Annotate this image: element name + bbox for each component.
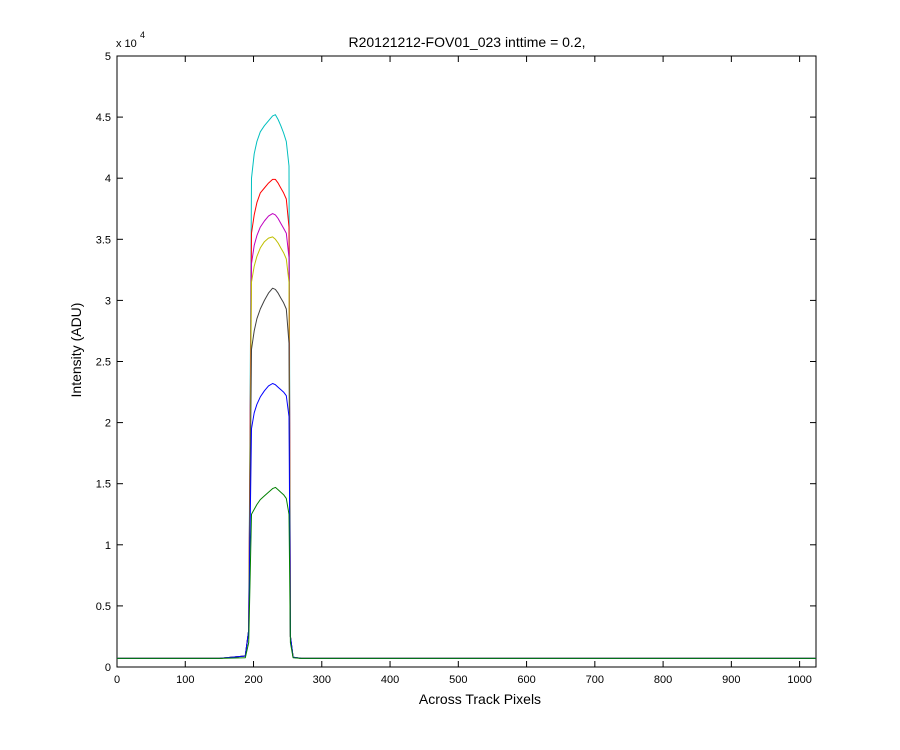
series-line xyxy=(117,486,816,659)
x-tick-label: 100 xyxy=(176,674,194,686)
series-line xyxy=(117,383,816,659)
y-exponent-label: x 10 xyxy=(116,38,137,50)
chart-title: R20121212-FOV01_023 inttime = 0.2, xyxy=(349,34,586,50)
x-tick-label: 0 xyxy=(114,674,120,686)
x-tick-label: 400 xyxy=(381,674,399,686)
x-tick-label: 900 xyxy=(722,674,740,686)
x-tick-label: 500 xyxy=(449,674,467,686)
x-tick-label: 300 xyxy=(313,674,331,686)
y-tick-label: 2 xyxy=(105,418,111,430)
y-tick-label: 5 xyxy=(105,51,111,63)
x-tick-label: 700 xyxy=(586,674,604,686)
y-tick-label: 4.5 xyxy=(96,112,111,124)
x-tick-label: 800 xyxy=(654,674,672,686)
y-tick-label: 0 xyxy=(105,662,111,674)
x-tick-label: 200 xyxy=(244,674,262,686)
x-axis-label: Across Track Pixels xyxy=(419,691,541,707)
y-tick-label: 1 xyxy=(105,540,111,552)
y-exponent-power: 4 xyxy=(140,30,145,40)
y-axis-label: Intensity (ADU) xyxy=(68,303,84,398)
y-tick-label: 3.5 xyxy=(96,234,111,246)
y-tick-label: 4 xyxy=(105,173,111,185)
y-tick-label: 0.5 xyxy=(96,601,111,613)
plot-area: 0 100 200 300 400 500 600 700 800 900 1000 0 0.5 1 1.5… xyxy=(96,51,817,686)
x-tick-label: 1000 xyxy=(787,674,811,686)
plot-frame xyxy=(116,55,817,668)
x-tick-label: 600 xyxy=(517,674,535,686)
y-tick-label: 2.5 xyxy=(96,357,111,369)
y-tick-label: 3 xyxy=(105,295,111,307)
y-tick-label: 1.5 xyxy=(96,479,111,491)
